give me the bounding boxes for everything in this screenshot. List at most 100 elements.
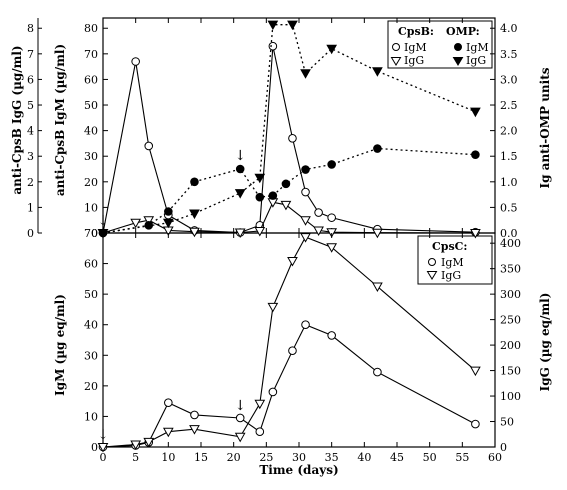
top-omp-igg-point [326,44,338,55]
bottom-y-right-tick-label: 50 [500,416,514,429]
top-omp-igm-line [102,147,476,234]
x-tick-label: 45 [390,451,404,464]
top-y-inner-axis-title: anti-CpsB IgM (µg/ml) [53,44,67,196]
bottom-y-left-tick-label: 50 [84,288,98,301]
top-y-right-tick-label: 1.0 [500,176,518,189]
top-y-right-tick-label: 0.0 [500,227,518,240]
bottom-cpsc-igm-point [268,387,278,397]
top-y-right-tick-label: 2.5 [500,99,518,112]
legend-omp-igm-label: IgM [466,41,489,54]
legend-cpsb-igg-marker [390,57,402,66]
x-tick-label: 15 [194,451,208,464]
top-cpsb-igg-point [234,228,246,239]
legend-cpsc-igg-marker [426,271,438,280]
x-tick-label: 60 [488,451,502,464]
top-omp-igm-point [268,191,278,200]
bottom-cpsc-igm-point [164,398,173,407]
chart-marks: 010203040506070800.00.51.01.52.02.53.03.… [27,18,521,464]
x-tick-label: 25 [259,451,273,464]
top-legend: CpsB: OMP: IgM IgG IgM IgG [387,20,493,69]
bottom-y-left-tick-label: 0 [91,441,98,454]
x-tick-label: 10 [161,451,175,464]
top-arrow-annotation: ↓ [234,148,246,164]
x-tick-label: 5 [132,451,139,464]
top-cpsb-igm-point [288,133,297,143]
legend-cpsc-igm-label: IgM [441,256,464,269]
bottom-y-left-tick-label: 20 [84,380,98,393]
x-axis-title: Time (days) [259,463,338,477]
bottom-cpsc-igg-point [254,399,266,410]
top-y-right-tick-label: 3.0 [500,73,518,86]
top-cpsb-igm-point [131,57,140,66]
bottom-arrow-annotation: ↓ [234,398,246,414]
bottom-cpsc-igg-point [130,440,142,450]
bottom-y-left-axis-title: IgM (µg eq/ml) [53,294,67,396]
bottom-cpsc-igg-point [372,282,383,293]
bottom-cpsc-igg-point [234,432,246,443]
top-omp-igg-point [372,67,383,77]
top-y-left-tick-label: 10 [84,201,98,214]
x-tick-label: 0 [100,451,107,464]
top-omp-igg-line [102,24,476,234]
top-y-outer-tick-label: 1 [27,201,34,214]
top-y-left-tick-label: 20 [84,176,98,189]
top-y-left-tick-label: 0 [91,227,98,240]
top-y-right-axis-title: Ig anti-OMP units [538,67,552,188]
legend-cpsc-title: CpsC: [432,240,467,253]
top-y-outer-tick-label: 0 [27,227,34,240]
top-y-outer-tick-label: 2 [27,176,34,189]
top-cpsb-igg-point [254,226,266,237]
top-omp-igg-point [189,209,200,220]
bottom-y-right-axis-title: IgG (µg eq/ml) [538,293,552,392]
legend-omp-title: OMP: [446,25,480,38]
top-cpsb-igm-point [327,213,336,222]
top-omp-igm-point [255,192,265,202]
top-y-outer-tick-label: 4 [27,125,34,138]
legend-cpsb-igm-label: IgM [404,41,427,54]
top-cpsb-igm-point [144,141,154,151]
top-y-outer-axis-title: anti-CpsB IgG (µg/ml) [10,45,24,194]
top-y-outer-tick-label: 5 [27,99,34,112]
top-y-left-tick-label: 80 [84,22,98,35]
legend-cpsb-title: CpsB: [398,25,434,38]
top-omp-igg-point [234,189,246,199]
bottom-cpsc-igm-line [102,323,476,448]
legend-cpsc-igm-marker [428,258,436,266]
top-omp-igg-point [254,173,266,184]
legend-omp-igg-marker [452,57,464,66]
bottom-cpsc-igg-point [326,243,338,253]
top-arrow-annotation: ↓ [97,213,109,229]
top-y-right-tick-label: 2.0 [500,125,518,138]
bottom-cpsc-igm-point [301,320,310,330]
bottom-cpsc-igg-point [287,257,298,267]
bottom-cpsc-igm-point [373,367,382,377]
top-cpsb-igg-point [280,200,292,211]
top-y-left-tick-label: 70 [84,48,98,61]
x-tick-label: 50 [423,451,437,464]
top-omp-igm-point [190,177,199,187]
top-y-right-tick-label: 4.0 [500,22,518,35]
top-cpsb-igm-point [301,187,310,197]
top-cpsb-igm-point [268,41,278,51]
top-omp-igm-point [373,144,382,153]
bottom-cpsc-igm-point [235,413,245,423]
top-legend-box [387,20,493,69]
top-omp-igg-point [267,20,279,31]
top-omp-igm-point [164,207,173,216]
bottom-cpsc-igm-point [471,419,480,429]
legend-cpsb-igg-label: IgG [404,54,424,67]
bottom-y-right-tick-label: 100 [500,390,521,403]
bottom-y-left-tick-label: 60 [84,258,98,271]
top-cpsb-igg-point [470,229,481,239]
top-omp-igm-point [301,165,310,174]
bottom-cpsc-igg-point [189,425,200,435]
bottom-cpsc-igm-point [190,410,199,420]
top-cpsb-igg-point [130,218,142,229]
top-omp-igm-point [281,179,291,189]
bottom-y-right-tick-label: 200 [500,339,521,352]
top-y-right-tick-label: 3.5 [500,48,518,61]
top-y-left-tick-label: 30 [84,150,98,163]
top-y-left-tick-label: 60 [84,73,98,86]
bottom-y-left-tick-label: 30 [84,349,98,362]
